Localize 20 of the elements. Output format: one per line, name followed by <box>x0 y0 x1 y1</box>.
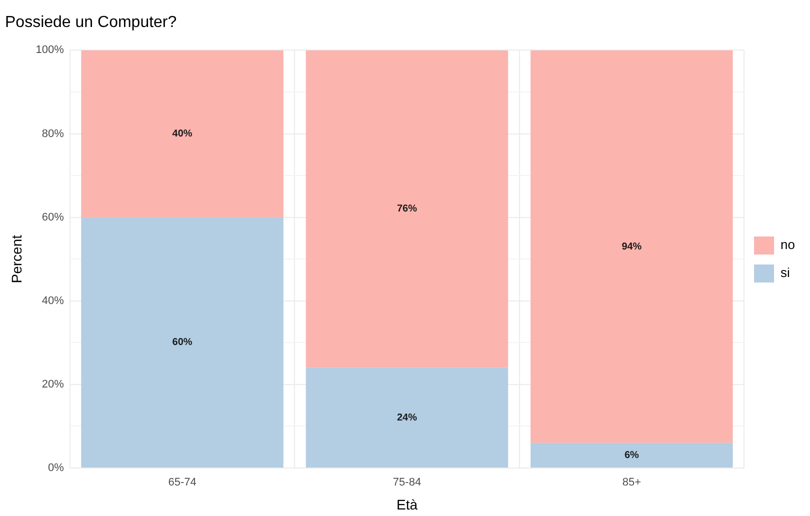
x-tick-label: 75-84 <box>392 476 422 489</box>
y-tick-label: 60% <box>42 211 64 224</box>
y-tick-label: 80% <box>42 128 64 140</box>
x-axis-title: Età <box>396 496 418 512</box>
data-label: 76% <box>396 204 418 215</box>
data-label: 24% <box>396 412 418 424</box>
chart-title: Possiede un Computer? <box>5 14 177 32</box>
legend-label: no <box>780 237 796 252</box>
y-axis-title: Percent <box>8 234 24 284</box>
y-tick-label: 0% <box>48 462 64 474</box>
data-label: 40% <box>172 128 192 140</box>
data-label: 94% <box>622 241 642 252</box>
data-label: 60% <box>172 337 192 348</box>
y-tick-label: 100% <box>36 44 64 56</box>
y-tick-label: 40% <box>42 294 64 307</box>
y-tick-label: 20% <box>42 378 64 390</box>
data-label: 6% <box>624 450 640 461</box>
x-tick-label: 65-74 <box>168 476 196 489</box>
x-tick-label: 85+ <box>622 476 642 489</box>
legend-label: si <box>780 265 790 280</box>
